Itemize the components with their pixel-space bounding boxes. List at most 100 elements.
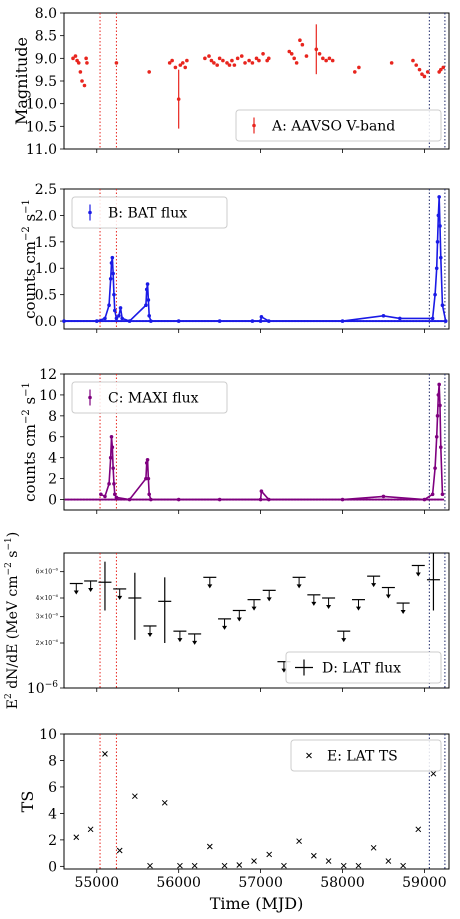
data-point	[232, 63, 237, 67]
data-series-c	[64, 382, 445, 502]
data-point	[437, 195, 441, 199]
y-axis-label: counts cm−2 s−1	[21, 199, 39, 319]
data-point	[144, 287, 149, 292]
data-point	[327, 56, 332, 61]
y-tick-label: 2.0	[35, 208, 57, 224]
data-point	[325, 858, 332, 864]
y-tick-label: 0.5	[35, 288, 57, 304]
data-point	[230, 58, 234, 63]
data-point	[85, 61, 89, 65]
data-point	[76, 61, 81, 65]
panel-a: 8.0 8.5 9.0 9.5 10.0 10.5 11.0 Magnitude A: AAVS…	[12, 6, 450, 158]
legend-label: C: MAXI flux	[108, 391, 199, 407]
legend-marker	[88, 210, 92, 215]
data-point	[434, 266, 439, 271]
data-point	[177, 862, 183, 869]
data-point	[180, 61, 185, 65]
data-point	[110, 445, 115, 450]
y-tick-label: 10	[39, 388, 57, 404]
data-point	[438, 403, 442, 408]
upper-limit-head	[251, 606, 257, 611]
axes-frame	[63, 733, 450, 870]
legend-box	[71, 381, 228, 414]
data-point	[430, 492, 435, 497]
data-point	[250, 61, 255, 65]
legend-box	[285, 651, 442, 684]
data-point	[147, 313, 151, 318]
data-point	[111, 271, 115, 276]
data-point	[73, 834, 80, 841]
legend: B: BAT flux	[71, 196, 228, 229]
data-point	[259, 489, 264, 493]
data-point	[261, 52, 265, 56]
data-point	[235, 56, 240, 61]
data-point	[221, 862, 228, 869]
data-point	[439, 445, 443, 450]
data-point	[71, 56, 75, 61]
x-tick-label: 59000	[402, 875, 447, 891]
legend: C: MAXI flux	[71, 381, 228, 414]
y-axis-label: Magnitude	[12, 37, 31, 125]
y-axis-label: E2 dN/dE (MeV cm−2 s−1)	[4, 532, 21, 709]
data-point	[294, 61, 299, 65]
data-point	[108, 455, 113, 460]
data-point	[443, 319, 448, 323]
data-point	[298, 38, 302, 42]
data-point	[433, 466, 437, 470]
data-point	[147, 492, 151, 497]
data-point	[109, 261, 114, 265]
data-point	[415, 826, 422, 833]
upper-limit-head	[177, 638, 183, 643]
legend-box	[71, 196, 228, 229]
data-point	[317, 52, 322, 56]
y-tick-label: 12	[39, 367, 57, 383]
data-point	[108, 277, 113, 281]
data-point	[300, 42, 305, 47]
data-point	[289, 52, 294, 56]
data-point	[120, 316, 124, 321]
data-point	[107, 482, 111, 486]
panel-e: 55000 56000 57000 58000 59000 Time (MJD) 0 2 4 6 8…	[18, 727, 450, 913]
y-tick-label: 4	[48, 806, 57, 822]
data-point	[73, 54, 78, 58]
y-tick-label: 2.5	[35, 182, 57, 198]
data-point	[296, 838, 302, 845]
data-point	[227, 63, 232, 67]
data-point	[259, 315, 264, 319]
upper-limit-head	[88, 587, 94, 592]
data-point	[103, 316, 107, 321]
legend-marker	[252, 123, 256, 128]
data-point	[207, 54, 211, 58]
data-point	[173, 65, 178, 70]
y-tick-label: 6×10−6	[36, 567, 59, 576]
data-series-d	[69, 553, 440, 673]
data-point	[78, 70, 83, 74]
data-point	[439, 255, 443, 260]
data-point	[266, 851, 273, 858]
upper-limit-head	[192, 640, 198, 645]
y-tick-label: 8.0	[35, 6, 57, 22]
data-point	[436, 213, 441, 218]
data-point	[132, 793, 138, 800]
data-point	[437, 382, 441, 387]
data-point	[281, 862, 287, 869]
data-point	[209, 58, 214, 63]
data-point	[442, 498, 445, 501]
y-tick-label: 1.5	[35, 235, 57, 251]
data-point	[99, 492, 103, 497]
data-point	[236, 862, 243, 868]
axes-frame	[63, 373, 450, 511]
legend-marker	[88, 395, 92, 400]
data-point	[145, 282, 150, 286]
data-point	[340, 862, 347, 869]
y-tick-label: 9.5	[35, 74, 57, 90]
upper-limit-head	[311, 601, 317, 606]
legend-label: A: AAVSO V-band	[271, 119, 395, 135]
legend-marker	[306, 752, 312, 759]
y-tick-label: 2	[48, 833, 57, 849]
panel-d: 10−6 2×10−6 3×10−6 4×10−6 6×10−6 E2 dN/dE (Me…	[4, 532, 450, 709]
data-point	[114, 61, 119, 65]
legend: E: LAT TS	[290, 739, 442, 772]
